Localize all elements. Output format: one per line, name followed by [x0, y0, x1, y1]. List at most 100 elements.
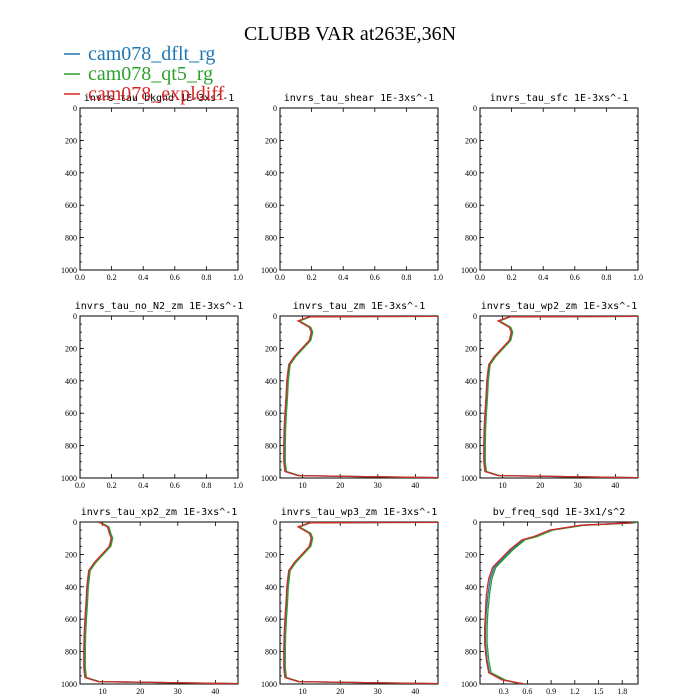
x-tick-label: 1.0	[633, 273, 643, 282]
y-tick-label: 0	[73, 104, 77, 113]
plot-frame	[79, 315, 239, 479]
x-tick-label: 0.2	[507, 273, 517, 282]
x-tick-label: 0.8	[601, 273, 611, 282]
x-tick-label: 0.6	[522, 687, 532, 696]
x-tick-label: 40	[411, 481, 419, 490]
y-tick-label: 800	[65, 234, 77, 243]
x-tick-label: 10	[99, 687, 107, 696]
y-tick-label: 0	[273, 518, 277, 527]
x-tick-label: 0.6	[170, 481, 180, 490]
y-tick-label: 400	[465, 377, 477, 386]
panel-5: invrs_tau_zm 1E-3xs^-1 0 200 400 600 800 1000 1…	[261, 301, 439, 490]
y-tick-label: 1000	[261, 266, 277, 275]
x-tick-label: 30	[374, 481, 382, 490]
x-tick-label: 30	[574, 481, 582, 490]
y-tick-label: 800	[465, 648, 477, 657]
x-tick-label: 0.0	[75, 273, 85, 282]
y-tick-label: 1000	[261, 474, 277, 483]
plot-frame	[479, 107, 639, 271]
x-tick-label: 0.8	[401, 273, 411, 282]
y-tick-label: 600	[465, 615, 477, 624]
panel-9: bv_freq_sqd 1E-3x1/s^2 0 200 400 600 800 1000 0…	[461, 507, 639, 696]
x-tick-label: 1.0	[233, 273, 243, 282]
x-tick-label: 0.2	[107, 481, 117, 490]
panel-1: invrs_tau_bkgnd 1E-3xs^-1 0 200 400 600 800 10…	[61, 93, 243, 282]
x-tick-label: 0.0	[275, 273, 285, 282]
x-tick-label: 20	[336, 687, 344, 696]
y-tick-label: 1000	[461, 474, 477, 483]
x-tick-label: 30	[174, 687, 182, 696]
y-tick-label: 0	[273, 312, 277, 321]
y-tick-label: 1000	[461, 680, 477, 689]
y-tick-label: 1000	[261, 680, 277, 689]
y-tick-label: 200	[465, 550, 477, 559]
series-line-3	[283, 316, 438, 478]
x-tick-label: 0.6	[370, 273, 380, 282]
x-tick-label: 0.6	[170, 273, 180, 282]
series-line-3	[483, 316, 638, 478]
y-tick-label: 600	[265, 615, 277, 624]
legend-entry: cam078_dflt_rg	[88, 43, 215, 65]
x-tick-label: 1.8	[617, 687, 627, 696]
legend: cam078_dflt_rgcam078_qt5_rgcam078_expldi…	[64, 43, 225, 105]
y-tick-label: 200	[65, 136, 77, 145]
y-tick-label: 1000	[61, 474, 77, 483]
x-tick-label: 0.4	[138, 273, 148, 282]
series-line-2	[284, 316, 438, 478]
x-tick-label: 1.5	[594, 687, 604, 696]
y-tick-label: 400	[265, 377, 277, 386]
panel-8: invrs_tau_wp3_zm 1E-3xs^-1 0 200 400 600 800 1…	[261, 507, 439, 696]
series-line-3	[83, 522, 238, 684]
panel-title: invrs_tau_shear 1E-3xs^-1	[284, 93, 435, 104]
panel-6: invrs_tau_wp2_zm 1E-3xs^-1 0 200 400 600 800 1…	[461, 301, 639, 490]
y-tick-label: 400	[465, 583, 477, 592]
x-tick-label: 10	[299, 687, 307, 696]
panel-grid: invrs_tau_bkgnd 1E-3xs^-1020040060080010…	[61, 93, 643, 696]
series-line-3	[484, 522, 633, 684]
x-tick-label: 0.4	[138, 481, 148, 490]
y-tick-label: 800	[465, 234, 477, 243]
plot-frame	[279, 107, 439, 271]
y-tick-label: 1000	[461, 266, 477, 275]
y-tick-label: 200	[65, 344, 77, 353]
y-tick-label: 600	[65, 409, 77, 418]
x-tick-label: 0.2	[107, 273, 117, 282]
panel-3: invrs_tau_sfc 1E-3xs^-1 0 200 400 600 800 1000…	[461, 93, 643, 282]
panel-title: invrs_tau_zm 1E-3xs^-1	[293, 301, 425, 312]
y-tick-label: 600	[65, 201, 77, 210]
y-tick-label: 800	[265, 648, 277, 657]
series-line-2	[486, 522, 636, 684]
x-tick-label: 1.0	[433, 273, 443, 282]
x-tick-label: 0.6	[570, 273, 580, 282]
x-tick-label: 0.9	[546, 687, 556, 696]
y-tick-label: 800	[265, 234, 277, 243]
x-tick-label: 0.4	[338, 273, 348, 282]
legend-entry: cam078_expldiff	[88, 83, 225, 105]
y-tick-label: 800	[265, 442, 277, 451]
y-tick-label: 0	[473, 518, 477, 527]
y-tick-label: 400	[265, 169, 277, 178]
x-tick-label: 0.0	[75, 481, 85, 490]
y-tick-label: 0	[73, 518, 77, 527]
x-tick-label: 40	[411, 687, 419, 696]
y-tick-label: 200	[265, 136, 277, 145]
plot-frame	[79, 521, 239, 685]
y-tick-label: 600	[265, 201, 277, 210]
panel-4: invrs_tau_no_N2_zm 1E-3xs^-10 200 400 600 80…	[61, 301, 243, 490]
y-tick-label: 200	[465, 344, 477, 353]
y-tick-label: 0	[473, 312, 477, 321]
y-tick-label: 800	[65, 442, 77, 451]
x-tick-label: 20	[136, 687, 144, 696]
x-tick-label: 0.2	[307, 273, 317, 282]
y-tick-label: 600	[265, 409, 277, 418]
panel-title: invrs_tau_xp2_zm 1E-3xs^-1	[81, 507, 238, 518]
x-tick-label: 40	[211, 687, 219, 696]
plot-frame	[279, 521, 439, 685]
y-tick-label: 600	[65, 615, 77, 624]
panel-2: invrs_tau_shear 1E-3xs^-1 0 200 400 600 800 10…	[261, 93, 443, 282]
panel-title: invrs_tau_bkgnd 1E-3xs^-1	[84, 93, 235, 104]
x-tick-label: 30	[374, 687, 382, 696]
y-tick-label: 400	[65, 583, 77, 592]
x-tick-label: 0.0	[475, 273, 485, 282]
